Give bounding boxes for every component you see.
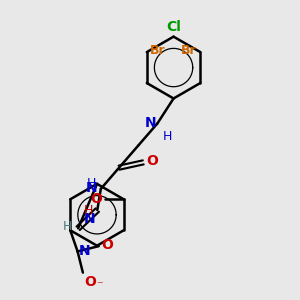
Text: H: H xyxy=(84,204,93,217)
Text: O: O xyxy=(101,238,113,252)
Text: N: N xyxy=(79,244,91,258)
Text: H: H xyxy=(87,177,96,190)
Text: O: O xyxy=(146,154,158,168)
Text: H: H xyxy=(63,220,73,233)
Text: ⁻: ⁻ xyxy=(96,279,103,292)
Text: Br: Br xyxy=(181,44,197,57)
Text: N: N xyxy=(84,212,96,226)
Text: Br: Br xyxy=(150,44,166,57)
Text: O: O xyxy=(84,275,96,289)
Text: N: N xyxy=(144,116,156,130)
Text: N: N xyxy=(86,181,97,195)
Text: H: H xyxy=(163,130,172,143)
Text: Cl: Cl xyxy=(166,20,181,34)
Text: O: O xyxy=(90,192,102,206)
